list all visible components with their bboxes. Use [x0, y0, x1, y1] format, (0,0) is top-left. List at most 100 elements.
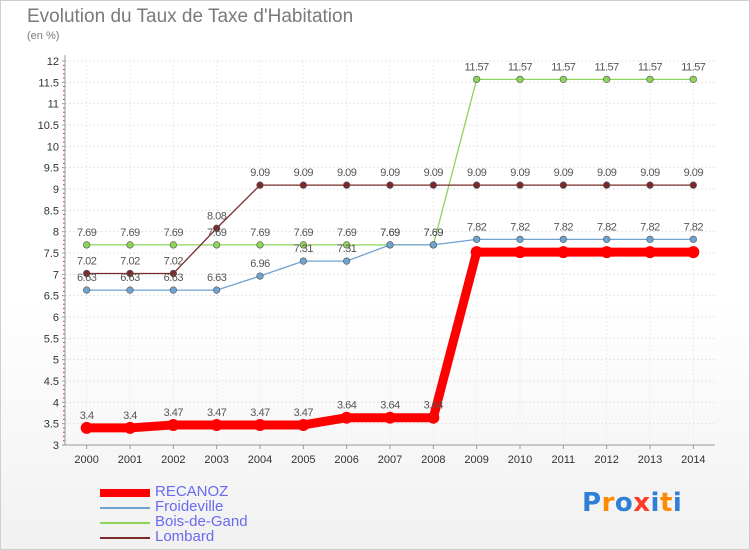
- data-label-recanoz: 3.47: [164, 407, 184, 419]
- point-froideville: [473, 235, 481, 243]
- point-froideville: [603, 235, 611, 243]
- y-tick-label: 11.5: [38, 77, 59, 89]
- point-froideville: [646, 235, 654, 243]
- y-tick-label: 3: [53, 440, 59, 452]
- point-recanoz: [340, 411, 353, 424]
- data-label-bois-de-gand: 11.57: [638, 61, 663, 73]
- y-tick-label: 12: [47, 56, 59, 68]
- x-tick-label: 2010: [508, 454, 532, 466]
- point-lombard: [559, 181, 567, 189]
- point-froideville: [83, 286, 91, 294]
- logo-letter: i: [672, 488, 683, 518]
- point-froideville: [343, 257, 351, 265]
- data-label-recanoz: 3.64: [337, 400, 357, 412]
- point-recanoz: [557, 246, 570, 259]
- x-tick-label: 2011: [552, 454, 576, 466]
- data-label-lombard: 9.09: [380, 167, 400, 179]
- point-recanoz: [254, 418, 266, 431]
- logo-letter: P: [582, 488, 602, 518]
- point-recanoz: [470, 246, 483, 259]
- x-tick-label: 2002: [161, 454, 185, 466]
- point-froideville: [516, 235, 524, 243]
- data-label-bois-de-gand: 11.57: [595, 61, 620, 73]
- y-tick-label: 6.5: [44, 291, 59, 303]
- logo-letter: o: [614, 488, 634, 518]
- logo-letter: x: [633, 488, 651, 518]
- data-label-recanoz: 3.47: [207, 407, 227, 419]
- point-lombard: [473, 181, 481, 189]
- point-bois-de-gand: [169, 241, 177, 249]
- data-label-recanoz: 3.47: [250, 407, 270, 419]
- point-froideville: [559, 235, 567, 243]
- data-label-lombard: 7.02: [164, 255, 184, 267]
- point-froideville: [689, 235, 697, 243]
- point-lombard: [169, 269, 177, 278]
- legend-swatch-recanoz: [100, 489, 150, 497]
- point-recanoz: [644, 246, 656, 259]
- data-label-froideville: 6.96: [250, 258, 270, 270]
- y-tick-label: 9.5: [44, 163, 59, 175]
- point-lombard: [299, 181, 307, 189]
- series-layer: [80, 75, 700, 434]
- data-label-bois-de-gand: 7.69: [120, 227, 140, 239]
- data-label-froideville: 7.82: [640, 221, 660, 233]
- axes: 3 3.5 4 4.5 5 5.5 6 6.5 7 7.5 8 8.5 9 9.5 10 10.5 11 11.5…: [38, 55, 715, 466]
- point-lombard: [689, 181, 697, 189]
- data-label-lombard: 9.09: [250, 167, 270, 179]
- data-label-recanoz: 3.47: [294, 407, 314, 419]
- point-recanoz: [210, 418, 223, 431]
- data-label-froideville: 7.31: [294, 243, 314, 255]
- legend-swatch-lombard: [100, 537, 150, 539]
- point-bois-de-gand: [603, 75, 611, 83]
- data-label-bois-de-gand: 11.57: [681, 61, 706, 73]
- y-tick-label: 7: [53, 269, 59, 281]
- data-label-lombard: 8.08: [207, 210, 227, 222]
- point-lombard: [429, 181, 437, 189]
- data-label-lombard: 9.09: [337, 167, 357, 179]
- logo-letter: t: [659, 488, 673, 518]
- point-recanoz: [384, 411, 396, 424]
- data-label-froideville: 6.63: [164, 272, 184, 284]
- data-label-lombard: 9.09: [597, 167, 617, 179]
- chart-title: Evolution du Taux de Taxe d'Habitation: [27, 6, 354, 27]
- data-label-bois-de-gand: 11.57: [551, 61, 576, 73]
- point-bois-de-gand: [473, 75, 481, 83]
- data-label-lombard: 9.09: [510, 167, 530, 179]
- data-label-froideville: 7.82: [510, 221, 530, 233]
- x-tick-label: 2006: [334, 454, 358, 466]
- point-bois-de-gand: [343, 241, 351, 249]
- data-label-lombard: 9.09: [640, 167, 660, 179]
- point-lombard: [603, 181, 611, 189]
- point-froideville: [169, 286, 177, 294]
- y-tick-label: 11: [48, 99, 59, 111]
- data-label-froideville: 7.69: [424, 227, 444, 239]
- data-label-lombard: 7.02: [120, 255, 140, 267]
- legend-label-recanoz: RECANOZ: [155, 483, 229, 500]
- data-label-recanoz: 3.4: [123, 410, 137, 422]
- logo-letter: r: [601, 488, 615, 518]
- data-label-bois-de-gand: 7.69: [164, 227, 184, 239]
- x-tick-label: 2007: [378, 454, 402, 466]
- point-recanoz: [600, 246, 613, 259]
- data-label-lombard: 9.09: [424, 167, 444, 179]
- point-froideville: [126, 286, 134, 294]
- logo-letter: i: [650, 488, 660, 518]
- x-tick-label: 2001: [118, 454, 142, 466]
- point-recanoz: [687, 246, 700, 259]
- y-tick-label: 5.5: [44, 333, 59, 345]
- data-label-bois-de-gand: 7.69: [380, 227, 400, 239]
- data-label-bois-de-gand: 7.69: [294, 227, 314, 239]
- data-labels: 3.4 3.4 3.47 3.47 3.47 3.47 3.64 3.64 3.64 6.63 6.…: [77, 61, 706, 422]
- data-label-froideville: 6.63: [77, 272, 97, 284]
- data-label-froideville: 6.63: [120, 272, 140, 284]
- data-label-bois-de-gand: 7.69: [77, 227, 97, 239]
- line-chart: 3 3.5 4 4.5 5 5.5 6 6.5 7 7.5 8 8.5 9 9.5 10 10.5 11 11.5…: [38, 55, 715, 466]
- data-label-bois-de-gand: 11.57: [508, 61, 533, 73]
- y-tick-label: 10.5: [38, 120, 59, 132]
- point-froideville: [429, 241, 437, 249]
- point-lombard: [126, 269, 134, 278]
- x-tick-label: 2012: [594, 454, 618, 466]
- data-label-lombard: 9.09: [467, 167, 487, 179]
- data-label-froideville: 7.82: [684, 221, 704, 233]
